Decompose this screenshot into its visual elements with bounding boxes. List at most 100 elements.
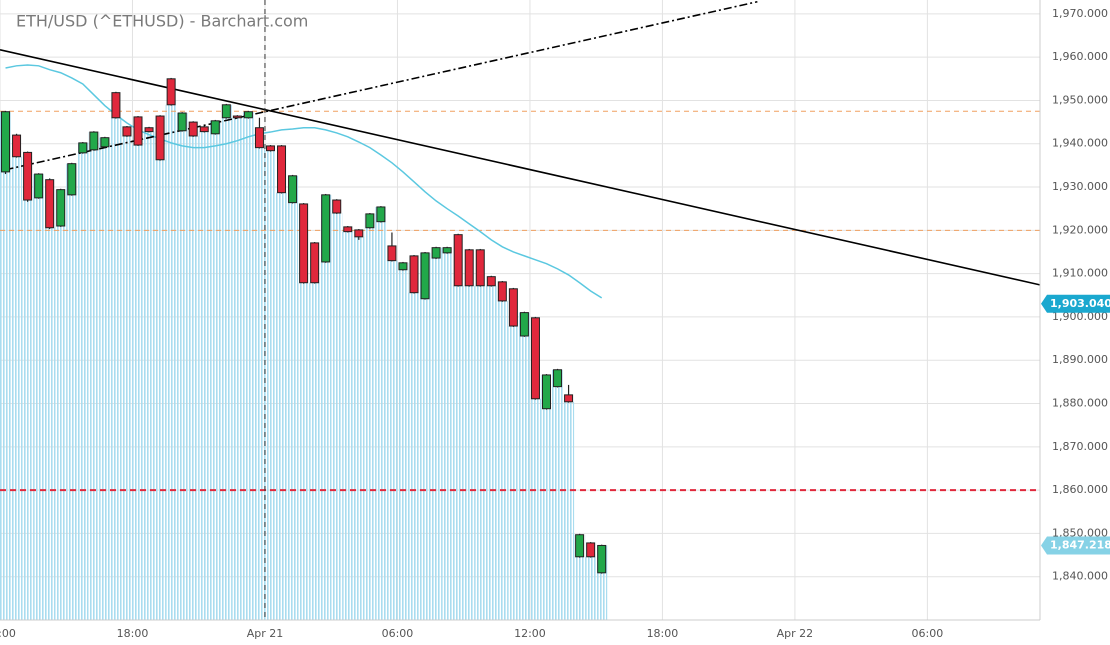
candle-body (497, 281, 507, 302)
candle-body (277, 145, 287, 194)
price-area-bar (563, 401, 575, 620)
candle-body (575, 534, 585, 558)
moving-average-line (5, 64, 603, 299)
price-label: 1,903.040 (1050, 297, 1110, 310)
candle-body (420, 252, 430, 300)
candle-body (1, 111, 11, 173)
candle-body (166, 78, 176, 106)
candle-body (464, 249, 474, 287)
x-tick-label: 18:00 (117, 627, 149, 640)
price-area-bar (320, 194, 332, 620)
price-area-bar (342, 231, 354, 620)
price-area-bar (496, 300, 508, 620)
candle-body (442, 247, 452, 254)
price-area-bar (298, 282, 310, 620)
x-tick-label: 12:00 (0, 627, 16, 640)
x-tick-label: Apr 21 (247, 627, 284, 640)
chart-title: ETH/USD (^ETHUSD) - Barchart.com (16, 12, 308, 31)
candle-body (365, 213, 375, 229)
price-area-bar (220, 104, 232, 620)
price-area-bar (143, 131, 155, 620)
candle-body (265, 145, 275, 152)
candle-body (486, 276, 496, 287)
candle-body (243, 111, 253, 119)
y-tick-label: 1,870.000 (1052, 440, 1108, 453)
candle-body (254, 127, 264, 149)
price-area-bar (386, 260, 398, 620)
candle-body (288, 175, 298, 204)
candle-body (177, 112, 187, 132)
candle-body (100, 137, 110, 148)
price-area-bar (463, 285, 475, 620)
price-area-bar (552, 369, 564, 620)
axes: 1,840.000 1,850.000 1,860.000 1,870.000 1,88… (0, 7, 1110, 640)
price-area-bar (209, 120, 221, 620)
candle-body (343, 226, 353, 233)
price-area-bar (0, 111, 12, 620)
candle-body (221, 104, 231, 119)
y-tick-label: 1,900.000 (1052, 310, 1108, 323)
candle-body (564, 394, 574, 403)
price-area-bar (585, 556, 597, 620)
price-area-bar (485, 285, 497, 620)
price-area-bar (408, 292, 420, 620)
y-tick-label: 1,920.000 (1052, 223, 1108, 236)
candle-body (12, 134, 22, 158)
price-area-bar (507, 326, 519, 620)
price-area-bar (231, 117, 243, 620)
price-area-bar (77, 142, 89, 620)
candle-body (188, 121, 198, 137)
candle-body (56, 189, 66, 227)
price-area-bar (364, 213, 376, 620)
price-area-bar (176, 113, 188, 620)
candle-body (409, 255, 419, 294)
price-area-bar (397, 262, 409, 620)
candle-body (310, 242, 320, 284)
candle-body (144, 127, 154, 133)
price-area-bar (44, 227, 56, 620)
price-area-bar (165, 104, 177, 620)
x-tick-label: 06:00 (382, 627, 414, 640)
candle-body (210, 120, 220, 135)
price-area-bar (375, 206, 387, 620)
candle-body (78, 142, 88, 154)
y-tick-label: 1,970.000 (1052, 7, 1108, 20)
price-area-bar (242, 111, 254, 620)
x-tick-label: 18:00 (647, 627, 679, 640)
candle-body (553, 369, 563, 388)
price-area-bar (596, 545, 608, 620)
x-tick-label: 12:00 (514, 627, 546, 640)
candle-body (431, 247, 441, 259)
price-area-bar (264, 150, 277, 620)
candle-body (232, 115, 242, 119)
candle-body (354, 229, 364, 238)
y-tick-label: 1,960.000 (1052, 50, 1108, 63)
candle-body (332, 199, 342, 214)
candle-body (398, 262, 408, 271)
price-area-bar (474, 285, 486, 620)
y-tick-label: 1,860.000 (1052, 483, 1108, 496)
candle-body (597, 544, 607, 574)
candle-body (530, 317, 540, 400)
candle-body (519, 312, 529, 337)
price-area-bar (99, 137, 111, 620)
x-tick-label: Apr 22 (777, 627, 814, 640)
candle-body (541, 374, 551, 410)
price-area-bar (276, 192, 288, 620)
y-tick-label: 1,880.000 (1052, 397, 1108, 410)
price-area-bar (331, 213, 343, 620)
x-tick-label: 06:00 (912, 627, 944, 640)
candle-body (376, 206, 386, 223)
price-area-bar (110, 117, 122, 620)
candle-body (199, 126, 209, 133)
y-tick-label: 1,940.000 (1052, 137, 1108, 150)
price-area-bar (132, 145, 144, 620)
price-area-bar (154, 159, 166, 620)
candle-body (299, 203, 309, 284)
price-area-bar (253, 147, 265, 620)
candle-body (122, 126, 132, 137)
price-area-bar (540, 374, 553, 620)
candle-body (45, 179, 55, 229)
candle-body (34, 173, 44, 199)
y-tick-label: 1,910.000 (1052, 267, 1108, 280)
